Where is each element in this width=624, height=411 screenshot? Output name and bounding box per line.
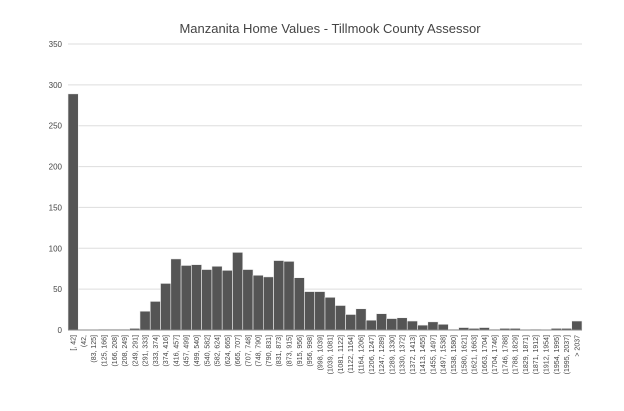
x-tick-label: (457, 499] — [184, 335, 191, 367]
x-tick-label: (166, 208] — [112, 335, 119, 367]
x-tick-label: (1247, 1289] — [379, 335, 386, 374]
y-tick-label: 250 — [49, 122, 63, 131]
bar — [191, 264, 202, 331]
bar — [376, 313, 387, 331]
x-tick-label: (1954, 1995] — [554, 335, 561, 374]
x-tick-label: (1746, 1788] — [502, 335, 509, 374]
bar — [170, 258, 182, 331]
x-tick-label: (83, 125] — [91, 335, 98, 363]
y-tick-label: 350 — [49, 40, 63, 49]
x-tick-label: (1912, 1954] — [544, 335, 551, 374]
bar — [67, 93, 79, 331]
x-tick-label: > 2037 — [574, 335, 581, 357]
x-tick-label: (1621, 1663] — [472, 335, 479, 374]
x-tick-label: (582, 624] — [215, 335, 222, 367]
x-tick-label: (873, 915] — [287, 335, 294, 367]
x-tick-label: (540, 582] — [204, 335, 211, 367]
y-tick-label: 0 — [58, 326, 63, 335]
bar-series — [67, 93, 583, 331]
x-tick-label: [, 42] — [71, 335, 78, 351]
x-tick-labels: [, 42] (42, (83, 125] (125, 166] (166, 208](… — [71, 335, 582, 374]
x-tick-label: (1538, 1580] — [451, 335, 458, 374]
x-tick-label: (249, 291] — [132, 335, 139, 367]
x-tick-label: (1206, 1247] — [369, 335, 376, 374]
bar — [160, 283, 172, 331]
x-tick-label: (333, 374] — [153, 335, 160, 367]
x-tick-label: (374, 416] — [163, 335, 170, 367]
bar — [304, 291, 316, 331]
x-tick-label: (790, 831] — [266, 335, 273, 367]
x-tick-label: (1995, 2037] — [564, 335, 571, 374]
x-tick-label: (1289, 1330] — [389, 335, 396, 374]
y-tick-label: 150 — [49, 203, 63, 212]
bar — [314, 291, 326, 331]
x-tick-label: (624, 665] — [225, 335, 232, 367]
x-tick-label: (125, 166] — [101, 335, 108, 367]
bar — [334, 305, 346, 331]
bar — [386, 318, 398, 331]
x-tick-label: (1580, 1621] — [461, 335, 468, 374]
bar — [324, 297, 336, 331]
x-tick-label: (416, 457] — [173, 335, 180, 367]
bar — [365, 319, 377, 331]
bar — [273, 260, 285, 331]
bar — [417, 324, 429, 331]
bar — [139, 310, 151, 331]
x-tick-label: (665, 707] — [235, 335, 242, 367]
x-tick-label: (1663, 1704] — [482, 335, 489, 374]
x-tick-label: (915, 956] — [297, 335, 304, 367]
x-tick-label: (748, 790] — [256, 335, 263, 367]
bar — [149, 301, 161, 331]
bar — [180, 265, 192, 331]
x-tick-label: (208, 249] — [122, 335, 129, 367]
bar — [211, 265, 223, 331]
x-tick-label: (1455, 1497] — [430, 335, 437, 374]
y-tick-label: 300 — [49, 81, 63, 90]
x-tick-label: (956, 998] — [307, 335, 314, 367]
x-tick-label: (1039, 1081] — [328, 335, 335, 374]
bar — [293, 277, 305, 331]
y-tick-label: 100 — [49, 244, 63, 253]
x-tick-label: (707, 748] — [245, 335, 252, 367]
x-tick-label: (1330, 1372] — [400, 335, 407, 374]
x-tick-label: (499, 540] — [194, 335, 201, 367]
x-tick-label: (291, 333] — [143, 335, 150, 367]
gridlines — [68, 43, 582, 290]
bar — [252, 274, 264, 331]
bar — [232, 252, 244, 331]
x-tick-label: (1372, 1413] — [410, 335, 417, 374]
bar — [427, 321, 439, 331]
bar — [201, 269, 213, 331]
bar — [263, 276, 274, 331]
x-tick-label: (1081, 1122] — [338, 335, 345, 374]
x-tick-label: (1413, 1455] — [420, 335, 427, 374]
x-tick-label: (42, — [81, 335, 88, 347]
y-tick-label: 50 — [53, 285, 62, 294]
x-tick-label: (1788, 1829] — [513, 335, 520, 374]
y-tick-label: 200 — [49, 163, 63, 172]
bar — [396, 317, 408, 331]
bar — [437, 323, 449, 331]
bar — [283, 261, 295, 331]
bar — [355, 308, 367, 331]
x-tick-label: (998, 1039] — [317, 335, 324, 370]
x-tick-label: (1704, 1746] — [492, 335, 499, 374]
x-tick-label: (831, 873] — [276, 335, 283, 367]
bar — [571, 320, 583, 331]
x-tick-label: (1122, 1164] — [348, 335, 355, 373]
x-tick-label: (1829, 1871] — [523, 335, 530, 374]
x-tick-label: (1497, 1538] — [441, 335, 448, 374]
bar — [345, 314, 357, 331]
x-tick-label: (1871, 1912] — [533, 335, 540, 374]
chart-title: Manzanita Home Values - Tillmook County … — [179, 21, 481, 36]
bar — [406, 320, 418, 331]
bar — [242, 269, 254, 331]
y-tick-labels: 0 50 100 150 200 250 300 350 — [49, 40, 63, 335]
x-tick-label: (1164, 1206] — [358, 335, 365, 374]
bar — [221, 270, 233, 331]
